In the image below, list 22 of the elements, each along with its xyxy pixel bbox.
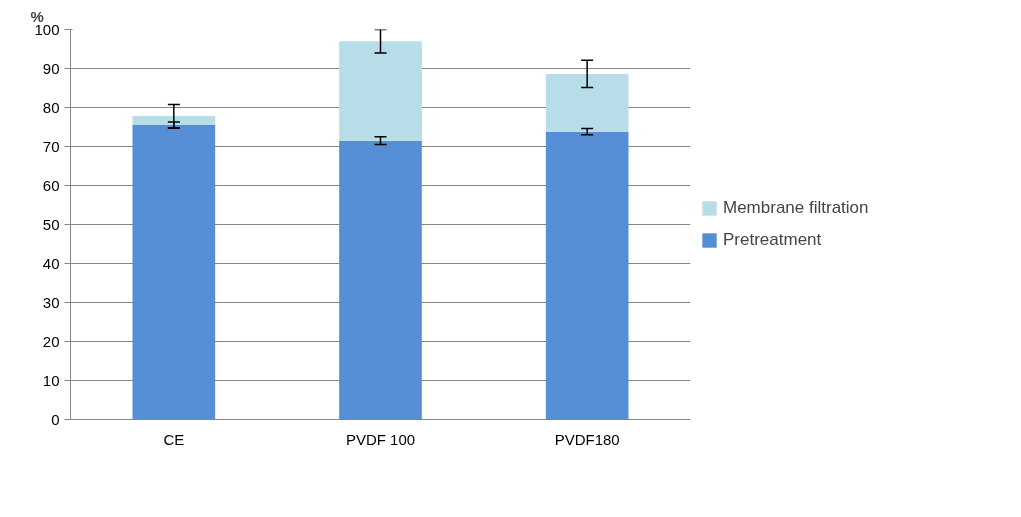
y-tick-label: 70 <box>42 137 60 155</box>
x-tick-label: CE <box>163 430 185 448</box>
legend-label: Membrane filtration <box>723 198 869 218</box>
x-tick-label: PVDF180 <box>554 430 620 448</box>
y-tick-label: 20 <box>42 332 60 350</box>
legend-label: Pretreatment <box>723 230 822 250</box>
bar <box>545 73 629 132</box>
x-tick-label: PVDF 100 <box>345 430 416 448</box>
bar <box>132 125 216 420</box>
y-tick-label: 30 <box>42 293 60 311</box>
bar <box>339 140 422 420</box>
bar <box>339 41 422 141</box>
y-tick-label: 10 <box>42 371 60 389</box>
y-tick-label: 60 <box>42 176 60 194</box>
bar <box>132 116 216 126</box>
y-tick-label: 50 <box>42 215 60 233</box>
bar <box>545 131 629 420</box>
y-axis-title: % <box>30 7 44 25</box>
y-tick-label: 80 <box>42 98 60 116</box>
y-tick-label: 0 <box>51 410 60 428</box>
y-tick-label: 90 <box>42 59 60 77</box>
y-tick-label: 40 <box>42 254 60 272</box>
